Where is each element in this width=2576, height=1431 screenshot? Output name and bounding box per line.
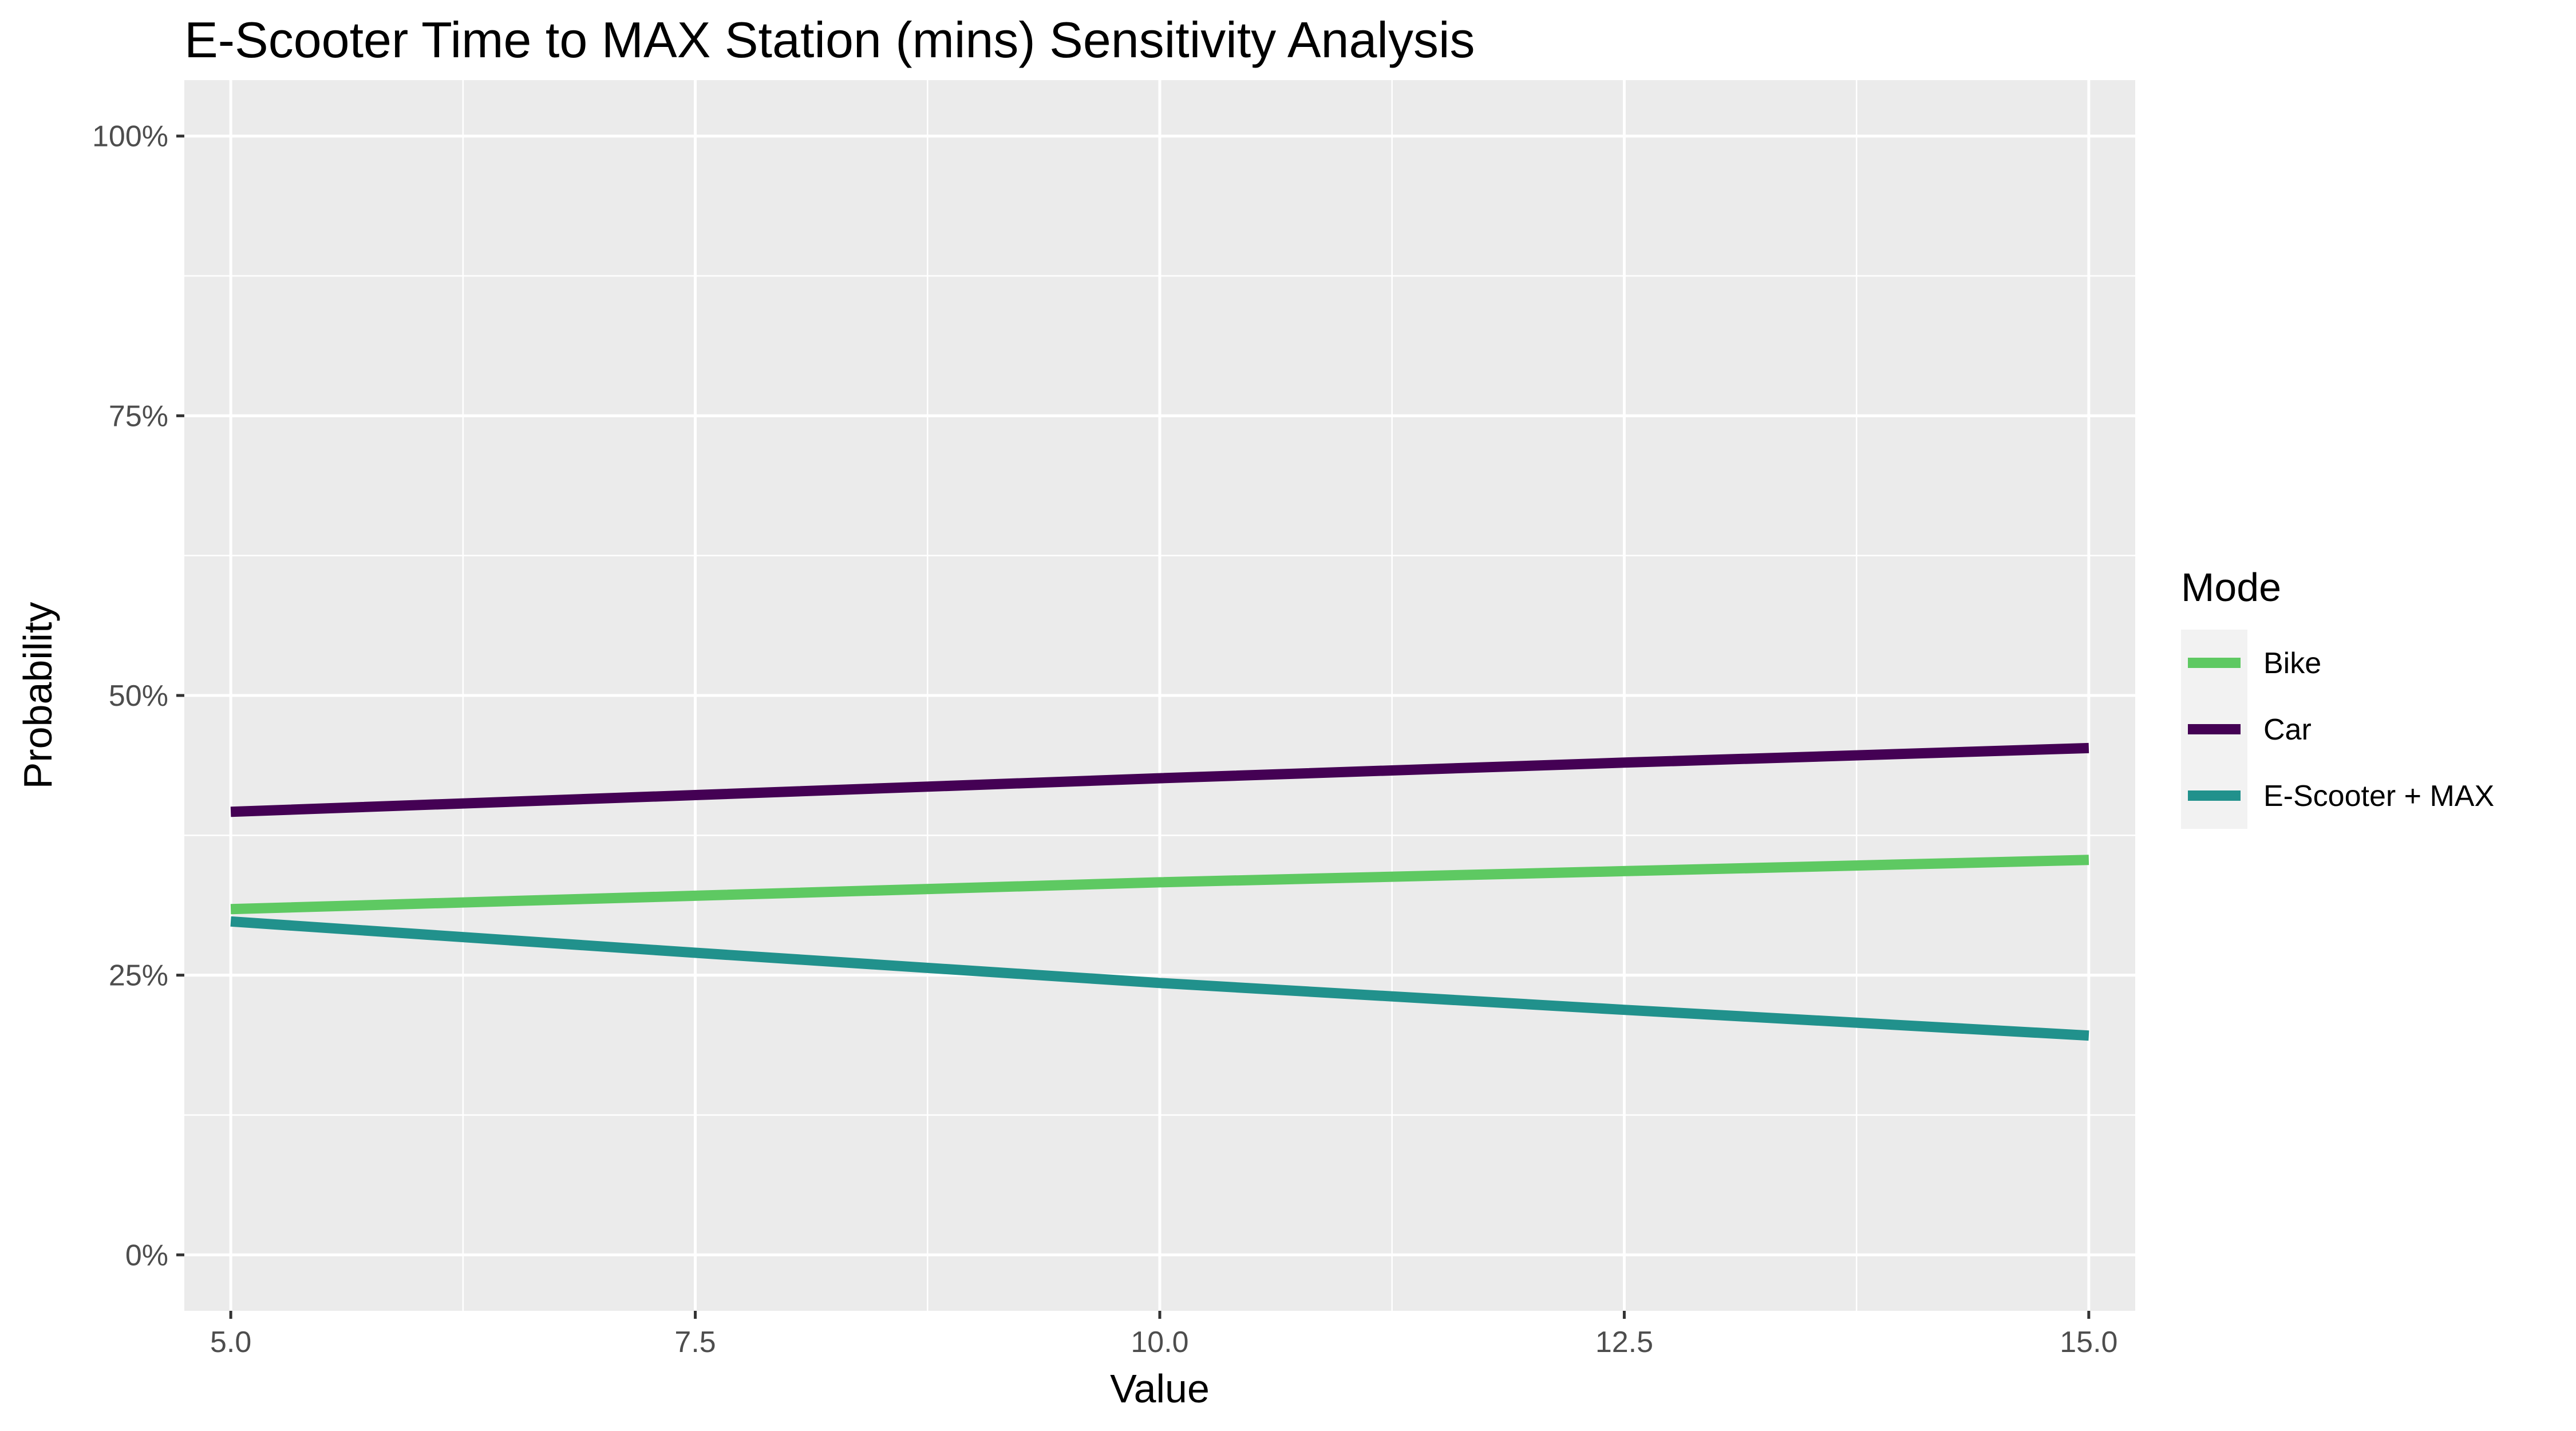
legend-label: E-Scooter + MAX (2263, 780, 2494, 813)
series-lines (230, 742, 2089, 1041)
y-tick-label: 50% (109, 679, 168, 713)
chart-title: E-Scooter Time to MAX Station (mins) Sen… (184, 11, 1475, 68)
legend: Mode Bike Car E-Scooter + MAX (2181, 565, 2494, 829)
x-tick-label: 5.0 (210, 1326, 251, 1359)
x-tick-label: 10.0 (1131, 1326, 1188, 1359)
y-axis-title: Probability (15, 602, 60, 789)
legend-label: Car (2263, 713, 2312, 746)
legend-label: Bike (2263, 647, 2321, 680)
x-tick-label: 7.5 (674, 1326, 716, 1359)
x-axis: 5.0 7.5 10.0 12.5 15.0 (210, 1311, 2117, 1359)
y-tick-label: 75% (109, 400, 168, 433)
x-axis-title: Value (1110, 1366, 1210, 1411)
y-tick-label: 25% (109, 959, 168, 993)
y-axis: 0% 25% 50% 75% 100% (92, 120, 184, 1272)
major-gridlines (184, 80, 2135, 1311)
x-tick-label: 12.5 (1595, 1326, 1653, 1359)
series-line-e-scooter-max (230, 916, 2089, 1041)
x-tick-label: 15.0 (2060, 1326, 2117, 1359)
legend-title: Mode (2181, 565, 2281, 610)
y-tick-label: 0% (125, 1239, 168, 1272)
y-tick-label: 100% (92, 120, 168, 153)
series-line-bike (230, 855, 2089, 915)
series-line-car (230, 742, 2089, 817)
